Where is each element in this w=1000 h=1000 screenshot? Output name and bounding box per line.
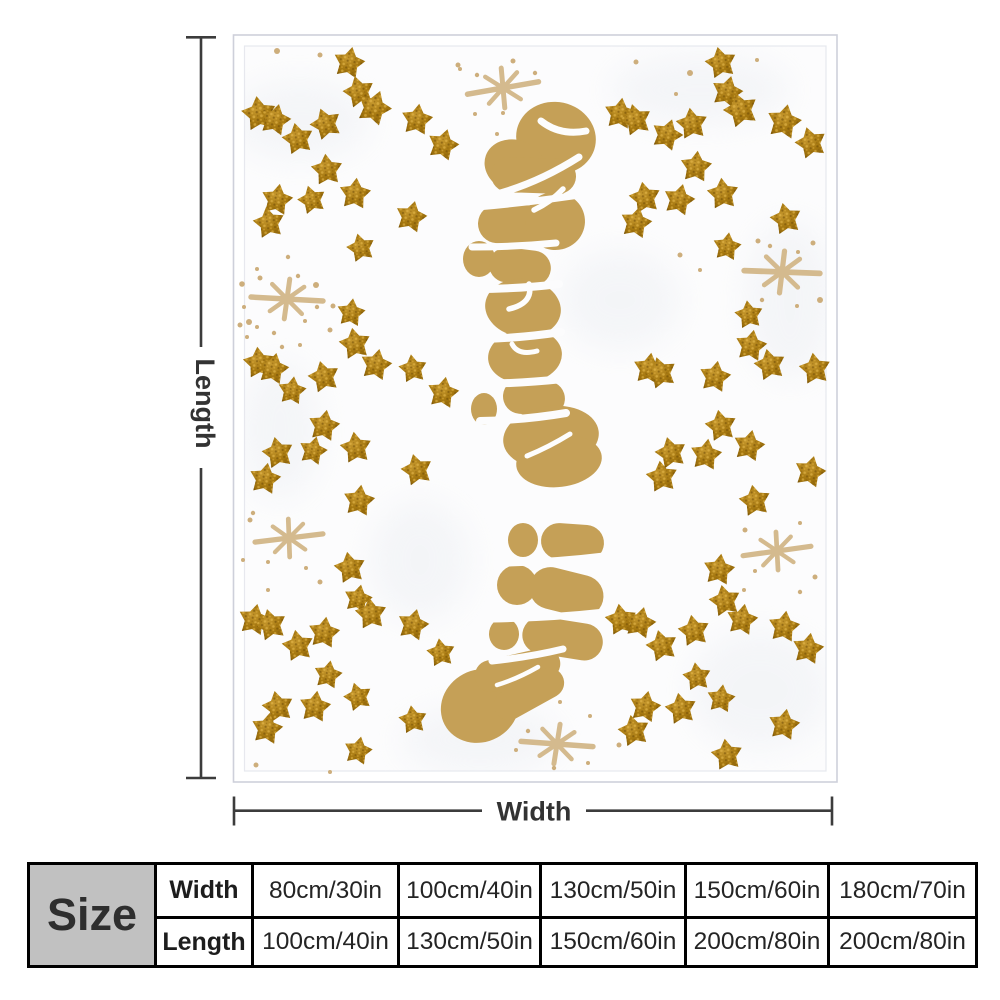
svg-text:Width: Width [497,797,572,827]
svg-text:Length: Length [190,359,220,449]
